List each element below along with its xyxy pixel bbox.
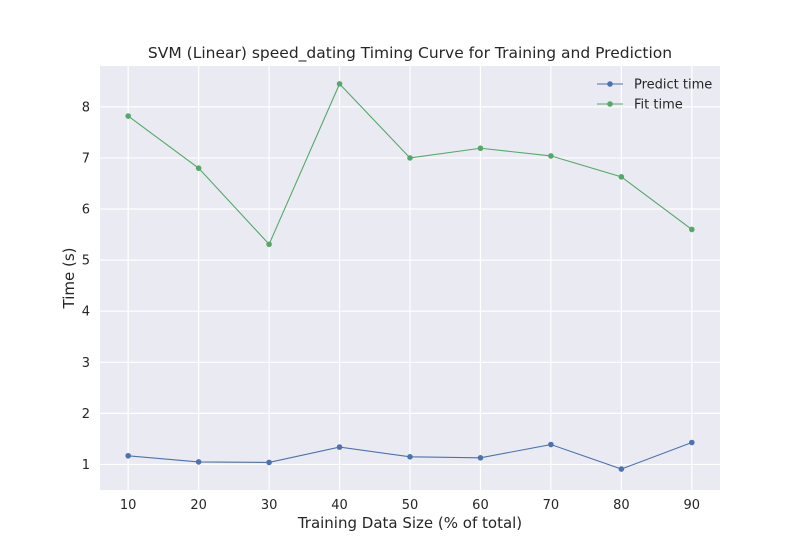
data-point-fit-time	[125, 113, 131, 119]
x-tick-label: 10	[120, 498, 137, 513]
x-tick-label: 50	[402, 498, 419, 513]
data-point-predict-time	[407, 453, 413, 460]
x-tick-label: 90	[684, 498, 701, 513]
data-point-fit-time	[336, 81, 343, 87]
grid	[100, 66, 720, 490]
x-axis-label: Training Data Size (% of total)	[297, 514, 522, 532]
data-point-predict-time	[336, 444, 343, 450]
legend-label-fit-time: Fit time	[634, 98, 683, 113]
data-point-predict-time	[195, 459, 202, 465]
legend: Predict time Fit time	[597, 78, 712, 113]
y-tick-label: 7	[82, 151, 90, 166]
y-tick-label: 3	[82, 356, 90, 371]
data-point-predict-time	[548, 441, 554, 448]
chart-title: SVM (Linear) speed_dating Timing Curve f…	[148, 44, 672, 63]
data-point-fit-time	[266, 241, 272, 248]
data-point-predict-time	[477, 455, 484, 461]
legend-label-predict-time: Predict time	[634, 78, 712, 93]
series-layer	[125, 81, 695, 472]
y-tick-label: 5	[82, 254, 90, 269]
data-point-predict-time	[125, 452, 131, 459]
y-tick-label: 6	[82, 203, 90, 218]
y-tick-label: 1	[82, 458, 90, 473]
data-point-fit-time	[407, 155, 413, 161]
x-tick-labels: 10 20 30 40 50 60 70 80 90	[120, 498, 700, 513]
y-tick-labels: 1 2 3 4 5 6 7 8	[82, 100, 90, 473]
data-point-predict-time	[618, 466, 625, 472]
x-tick-label: 40	[331, 498, 348, 513]
y-tick-label: 8	[82, 100, 90, 115]
data-point-predict-time	[266, 459, 272, 466]
data-point-fit-time	[618, 174, 625, 180]
x-tick-label: 80	[613, 498, 630, 513]
legend-marker-predict-time	[607, 81, 613, 87]
x-tick-label: 70	[543, 498, 560, 513]
x-tick-label: 30	[261, 498, 278, 513]
y-tick-label: 2	[82, 407, 90, 422]
y-axis-label: Time (s)	[60, 248, 78, 310]
data-point-predict-time	[689, 439, 695, 446]
data-point-fit-time	[689, 226, 695, 233]
data-point-fit-time	[548, 153, 554, 159]
legend-marker-fit-time	[607, 101, 613, 107]
data-point-fit-time	[477, 145, 484, 152]
data-point-fit-time	[195, 165, 202, 171]
y-tick-label: 4	[82, 305, 90, 320]
x-tick-label: 60	[472, 498, 489, 513]
x-tick-label: 20	[190, 498, 207, 513]
